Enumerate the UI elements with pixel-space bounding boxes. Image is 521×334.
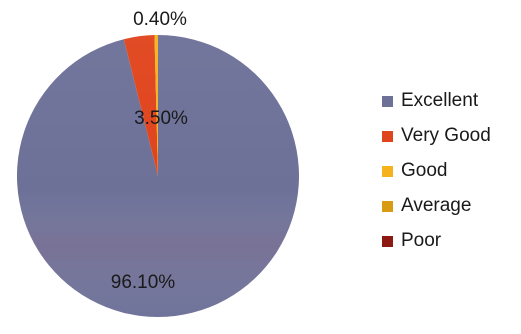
legend-swatch-average bbox=[382, 200, 393, 212]
legend-item-good: Good bbox=[382, 160, 491, 181]
data-label-good: 0.40% bbox=[133, 9, 187, 30]
legend-swatch-very-good bbox=[382, 130, 393, 142]
legend-item-average: Average bbox=[382, 195, 491, 216]
chart-legend: Excellent Very Good Good Average Poor bbox=[382, 90, 491, 267]
legend-label-average: Average bbox=[401, 195, 472, 216]
legend-label-very-good: Very Good bbox=[401, 125, 491, 146]
legend-swatch-good bbox=[382, 165, 393, 177]
pie-data-labels: 96.10% 3.50% 0.40% bbox=[111, 9, 188, 293]
legend-swatch-excellent bbox=[382, 95, 393, 107]
legend-label-poor: Poor bbox=[401, 230, 442, 251]
data-label-very-good: 3.50% bbox=[134, 108, 188, 129]
legend-item-excellent: Excellent bbox=[382, 90, 491, 111]
legend-item-poor: Poor bbox=[382, 230, 491, 251]
legend-item-very-good: Very Good bbox=[382, 125, 491, 146]
legend-swatch-poor bbox=[382, 235, 393, 247]
legend-label-excellent: Excellent bbox=[401, 90, 479, 111]
data-label-excellent: 96.10% bbox=[111, 272, 176, 293]
legend-label-good: Good bbox=[401, 160, 448, 181]
